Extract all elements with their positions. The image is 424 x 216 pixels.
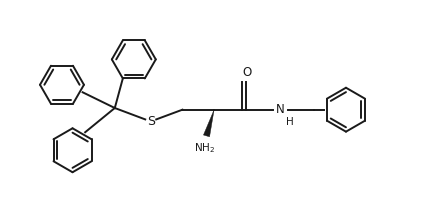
Polygon shape — [204, 110, 214, 137]
Text: H: H — [286, 117, 294, 127]
Text: S: S — [147, 115, 155, 128]
Text: O: O — [242, 66, 251, 79]
Text: NH$_2$: NH$_2$ — [194, 141, 215, 155]
Text: N: N — [276, 103, 285, 116]
